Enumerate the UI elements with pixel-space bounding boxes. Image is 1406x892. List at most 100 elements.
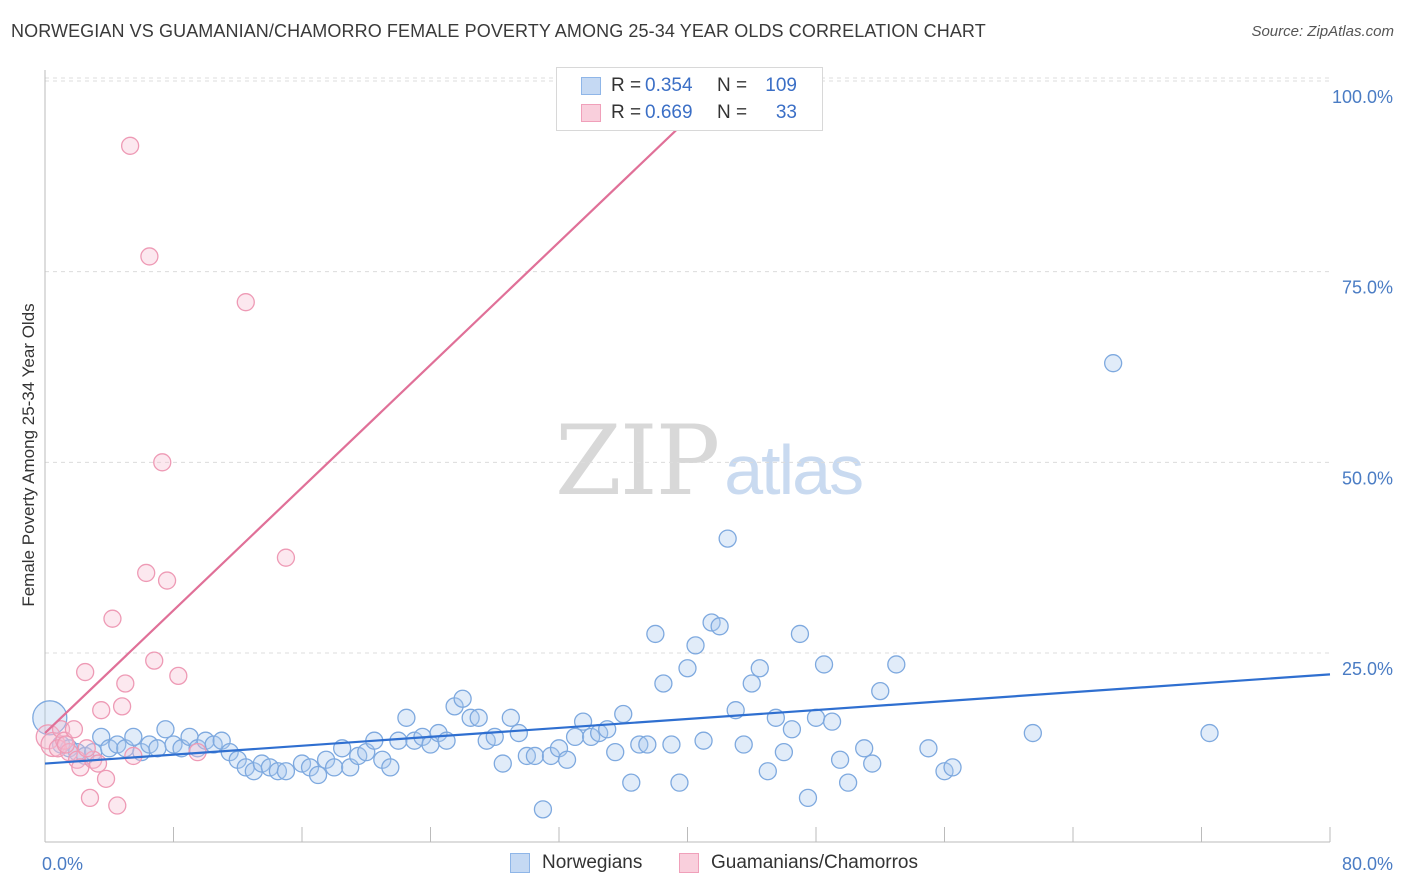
point-norwegian-91: [782, 720, 802, 739]
y-tick-label-100: 100.0%: [1332, 87, 1393, 107]
point-guamanian-18: [116, 674, 135, 693]
x-tick-label-0: 0.0%: [42, 854, 83, 874]
y-tick-label-50: 50.0%: [1342, 468, 1393, 488]
point-guamanian-9: [76, 662, 95, 682]
point-norwegian-108: [1200, 723, 1219, 743]
point-norwegian-43: [397, 708, 416, 727]
point-guamanian-31: [77, 739, 96, 758]
point-norwegian-10: [124, 727, 143, 747]
point-norwegian-41: [381, 758, 400, 777]
point-norwegian-92: [790, 624, 810, 644]
point-guamanian-16: [108, 796, 127, 815]
series-swatch-norwegians: [510, 853, 530, 873]
legend-n-value: 33: [775, 102, 797, 123]
point-norwegian-64: [565, 727, 585, 747]
point-guamanian-12: [88, 754, 108, 773]
point-guamanian-0: [35, 724, 61, 750]
point-norwegian-82: [710, 617, 729, 636]
correlation-legend: R = 0.354 N = 109 R = 0.669 N = 33: [556, 67, 823, 131]
point-norwegian-34: [324, 758, 344, 777]
point-norwegian-79: [686, 636, 705, 655]
legend-n-label: N =: [717, 75, 748, 96]
point-norwegian-94: [806, 708, 826, 727]
point-norwegian-71: [622, 773, 641, 792]
point-guamanian-32: [56, 735, 76, 754]
legend-n-value: 109: [765, 75, 797, 96]
point-guamanian-22: [140, 247, 159, 266]
legend-r-value: 0.354: [645, 75, 693, 96]
y-tick-label-75: 75.0%: [1342, 278, 1393, 298]
point-guamanian-14: [96, 769, 116, 788]
point-norwegian-74: [646, 624, 665, 644]
point-guamanian-25: [157, 571, 177, 590]
point-norwegian-55: [493, 754, 512, 773]
legend-row-norwegians: R = 0.354 N = 109: [581, 74, 797, 98]
legend-swatch-guamanians: [581, 104, 601, 122]
point-guamanian-6: [64, 720, 84, 739]
point-guamanian-26: [169, 666, 188, 686]
point-guamanian-23: [145, 651, 164, 670]
point-norwegian-29: [276, 762, 296, 781]
legend-r-value: 0.669: [645, 102, 693, 123]
point-guamanian-19: [120, 136, 140, 155]
point-guamanian-29: [276, 548, 296, 567]
point-guamanian-15: [103, 609, 122, 628]
point-norwegian-56: [501, 708, 520, 727]
y-tick-label-25: 25.0%: [1342, 659, 1393, 679]
point-norwegian-77: [670, 773, 689, 792]
point-norwegian-93: [798, 788, 818, 808]
point-norwegian-101: [871, 681, 890, 701]
point-norwegian-97: [830, 750, 850, 769]
x-tick-label-80: 80.0%: [1342, 854, 1393, 874]
axis-layer: [44, 70, 1331, 843]
point-norwegian-57: [509, 723, 528, 743]
point-norwegian-95: [814, 655, 834, 674]
watermark-atlas: atlas: [724, 431, 864, 509]
trend-line-guamanian: [44, 80, 729, 734]
series-legend-guamanians[interactable]: Guamanians/Chamorros: [679, 852, 918, 874]
grid-layer: [45, 77, 1330, 654]
point-norwegian-80: [694, 731, 713, 750]
point-guamanian-13: [92, 701, 111, 720]
point-norwegian-106: [1023, 723, 1042, 743]
point-norwegian-102: [887, 655, 906, 674]
point-norwegian-96: [822, 712, 842, 731]
legend-n-label: N =: [717, 102, 748, 123]
series-legend-norwegians[interactable]: Norwegians: [510, 852, 642, 874]
point-norwegian-50: [453, 689, 472, 708]
point-norwegian-99: [855, 739, 874, 758]
series-swatch-guamanians: [679, 853, 699, 873]
point-guamanian-24: [153, 453, 172, 472]
point-norwegian-86: [742, 674, 761, 693]
point-norwegian-42: [389, 731, 408, 750]
labels-layer: 25.0% 50.0% 75.0% 100.0% 0.0% 80.0%: [42, 87, 1393, 874]
point-norwegian-60: [533, 800, 553, 819]
legend-row-guamanians: R = 0.669 N = 33: [581, 101, 797, 125]
point-norwegian-69: [606, 742, 625, 762]
point-guamanian-28: [236, 293, 255, 312]
point-norwegian-83: [718, 529, 737, 548]
series-label-guamanians: Guamanians/Chamorros: [711, 852, 918, 873]
point-norwegian-103: [919, 739, 938, 758]
point-norwegian-73: [638, 735, 657, 754]
point-norwegian-63: [557, 750, 577, 769]
series-legend: Norwegians Guamanians/Chamorros: [0, 852, 1406, 878]
point-norwegian-87: [750, 659, 769, 678]
point-norwegian-85: [734, 735, 753, 754]
chart-title: NORWEGIAN VS GUAMANIAN/CHAMORRO FEMALE P…: [11, 21, 986, 41]
trend-line-norwegian: [44, 673, 1331, 765]
point-norwegian-14: [156, 720, 175, 739]
watermark-zip: ZIP: [555, 405, 720, 517]
trend-layer: [44, 80, 1331, 765]
points-layer: [32, 68, 1219, 819]
legend-swatch-norwegians: [581, 77, 601, 95]
series-label-norwegians: Norwegians: [542, 852, 643, 873]
point-norwegian-52: [469, 708, 488, 727]
point-norwegian-98: [838, 773, 858, 792]
point-norwegian-75: [654, 674, 673, 693]
legend-r-label: R =: [611, 102, 642, 123]
point-guamanian-10: [80, 788, 100, 808]
point-norwegian-59: [525, 746, 545, 766]
point-guamanian-17: [112, 697, 132, 716]
